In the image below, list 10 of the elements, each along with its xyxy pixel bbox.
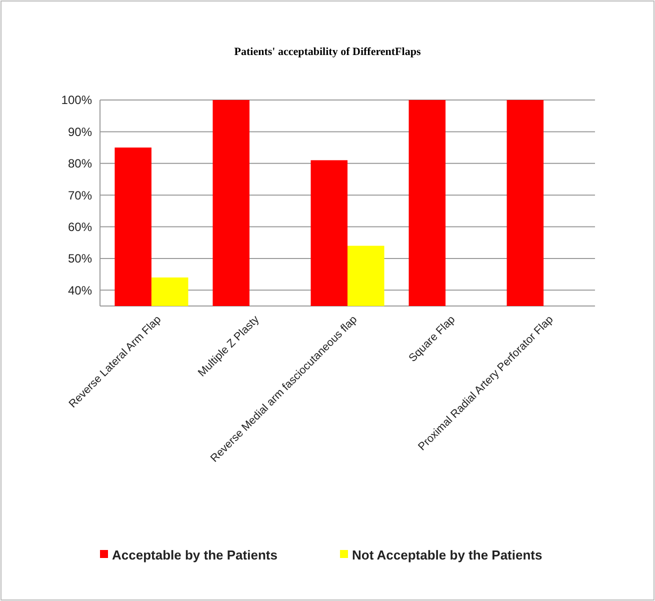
legend-label: Acceptable by the Patients (112, 548, 278, 563)
legend-label: Not Acceptable by the Patients (352, 548, 542, 563)
y-tick-label: 100% (61, 93, 92, 108)
y-tick-label: 70% (68, 188, 92, 202)
y-tick-label: 50% (68, 252, 92, 266)
y-tick-label: 60% (68, 220, 92, 234)
y-tick-label: 80% (68, 156, 92, 171)
chart-title: Patients' acceptability of DifferentFlaps (234, 46, 422, 58)
y-tick-label: 40% (68, 283, 92, 298)
y-tick-label: 90% (68, 124, 92, 139)
